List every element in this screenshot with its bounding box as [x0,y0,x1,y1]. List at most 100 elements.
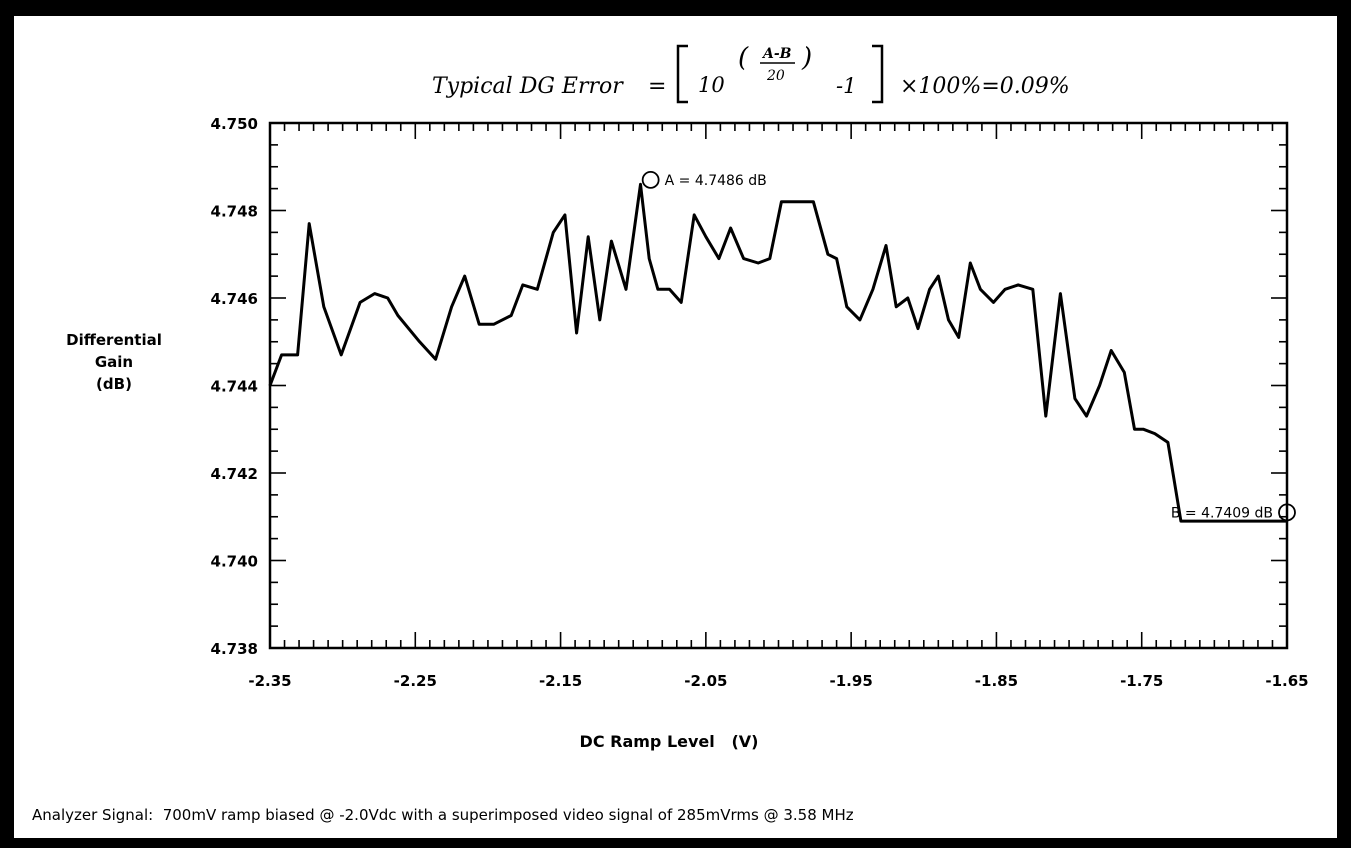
data-point [756,261,760,265]
data-point [957,336,960,339]
x-tick-label: -1.75 [1120,672,1163,690]
x-tick-label: -2.05 [684,672,727,690]
data-point [1230,519,1233,523]
data-point [1205,519,1209,523]
y-tick-label: 4.738 [211,640,258,658]
data-point [1253,519,1257,523]
data-point [1133,428,1136,431]
data-point [668,288,671,291]
data-point [296,353,299,357]
formula-base: 10 [698,73,725,97]
data-point [396,314,400,317]
data-point [492,323,495,326]
data-point [947,318,950,322]
data-point [916,327,920,330]
data-point [656,288,660,291]
data-point [552,231,555,234]
data-point [463,274,466,278]
data-point [845,305,848,308]
data-point [992,301,995,304]
series-points [268,183,1289,523]
data-point [647,257,651,260]
data-point [717,257,721,260]
data-point [937,274,940,278]
y-tick-label: 4.740 [211,553,258,571]
data-point [742,257,745,260]
data-point [575,331,578,335]
data-point [322,305,325,308]
data-point [536,288,539,291]
data-point [624,288,628,291]
data-point [884,244,888,247]
data-point [704,235,708,238]
footer-note: Analyzer Signal: 700mV ramp biased @ -2.… [32,806,854,824]
data-point [521,283,524,287]
data-point [1123,371,1126,374]
formula-exp-close-paren: ) [801,43,812,73]
x-tick-label: -2.35 [248,672,291,690]
y-tick-label: 4.742 [211,465,258,483]
data-point [812,200,815,203]
data-point [1098,384,1101,387]
y-tick-label: 4.744 [211,378,258,396]
data-point [268,384,272,387]
data-point [1017,283,1020,287]
data-point [1265,519,1268,523]
annotation-a-label: A = 4.7486 dB [665,173,767,189]
data-point [794,200,798,203]
figure-panel: Typical DG Error = 10 ( A-B 20 ) -1 ×100… [14,16,1337,838]
formula-exp-open-paren: ( [738,43,749,73]
formula-minus-one: -1 [836,74,856,98]
data-point [1240,519,1244,523]
data-point [679,301,683,304]
y-tick-label: 4.750 [211,115,258,133]
data-point [1059,292,1062,295]
data-point [729,226,732,230]
data-point [1073,397,1077,400]
data-point [1085,414,1088,418]
annotation-b-marker [1278,503,1296,522]
data-point [339,353,343,357]
data-point [1031,288,1034,291]
data-point [858,318,862,322]
data-point [826,253,830,256]
x-tick-label: -1.95 [830,672,873,690]
data-point [1179,519,1183,523]
data-point [509,314,513,317]
data-point [969,261,972,265]
axis-ticks [269,122,1288,649]
data-point [434,358,437,361]
data-point [1044,414,1048,418]
data-point [280,353,283,357]
data-point [1141,428,1145,431]
data-point [610,239,613,243]
y-axis-label-line-2: Gain [95,353,133,371]
data-point [450,305,453,308]
data-point [1166,441,1170,444]
data-point [639,183,642,186]
data-point [308,222,311,225]
formula-lhs: Typical DG Error [432,74,624,99]
y-axis-label-line-3: (dB) [96,375,132,393]
annotations: A = 4.7486 dB B = 4.7409 dB [641,170,1296,522]
formula-exp-numerator: A-B [761,46,792,62]
formula-tail: ×100%=0.09% [900,74,1070,99]
annotation-b-label: B = 4.7409 dB [1171,505,1273,521]
y-tick-label: 4.746 [211,290,258,308]
data-point [894,305,898,308]
formula-exp-denominator: 20 [766,68,785,84]
data-point [586,235,590,238]
data-point [835,257,838,260]
data-point [1192,519,1196,523]
data-point [386,296,389,300]
annotation-a-marker [641,170,660,189]
data-point [418,340,421,343]
data-point [979,288,982,291]
x-tick-labels: -2.35 -2.25 -2.15 -2.05 -1.95 -1.85 -1.75 -1.65 [248,672,1308,690]
data-point [780,200,783,203]
formula-title: Typical DG Error = 10 ( A-B 20 ) -1 ×100… [432,43,1070,104]
data-point [871,288,875,291]
data-point [287,353,291,357]
x-tick-label: -1.85 [975,672,1018,690]
